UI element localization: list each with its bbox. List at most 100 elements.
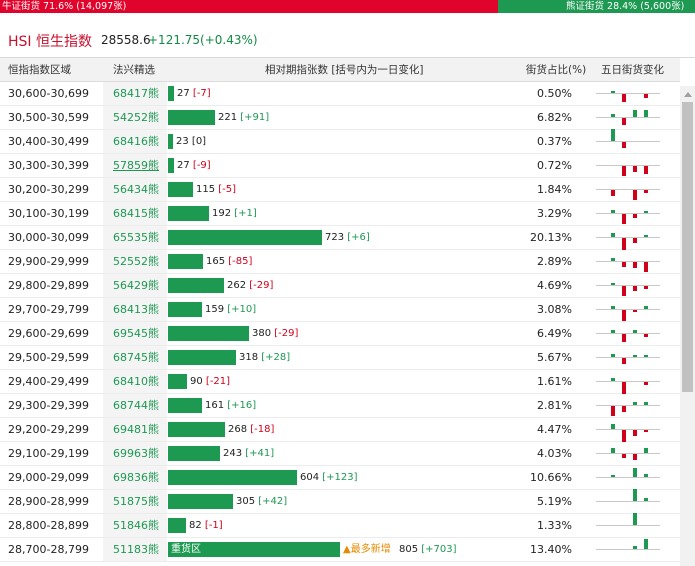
table-row: 29,200-29,299 69481熊 268 [-18] 4.47% (0, 418, 680, 442)
column-header-bar: 相对期指张数 [括号内为一日变化] (265, 64, 424, 76)
quantity-value: 243 (223, 448, 243, 459)
share-percent: 6.82% (537, 111, 572, 124)
bar-cell: 221 [+91] (168, 106, 528, 129)
warrant-code-link[interactable]: 51183熊 (103, 538, 167, 561)
quantity-value: 318 (239, 352, 259, 363)
sparkline-bar (633, 546, 637, 549)
sparkline-bar (633, 489, 637, 501)
warrant-code-link[interactable]: 68744熊 (103, 394, 167, 417)
sparkline-bar (644, 402, 648, 405)
quantity-value: 82 (189, 520, 202, 531)
sparkline-baseline (596, 309, 660, 310)
bar-cell: 723 [+6] (168, 226, 528, 249)
range-label: 29,700-29,799 (8, 303, 89, 316)
warrant-code-link[interactable]: 57859熊 (103, 154, 167, 177)
sparkline-bar (633, 110, 637, 117)
vertical-scrollbar[interactable] (680, 86, 695, 566)
warrant-code-link[interactable]: 54252熊 (103, 106, 167, 129)
sparkline-bar (644, 211, 648, 213)
warrant-code-link[interactable]: 68415熊 (103, 202, 167, 225)
sparkline-bar (633, 214, 637, 218)
five-day-change-sparkline (596, 322, 660, 345)
sparkline-bar (622, 454, 626, 458)
scroll-up-arrow-icon[interactable] (684, 92, 692, 97)
bar-cell: 604 [+123] (168, 466, 528, 489)
warrant-code-link[interactable]: 69963熊 (103, 442, 167, 465)
index-header: HSI 恒生指数 28558.6 +121.75(+0.43%) (0, 20, 695, 58)
sparkline-bar (622, 214, 626, 224)
warrant-code-link[interactable]: 68413熊 (103, 298, 167, 321)
sparkline-bar (644, 334, 648, 337)
table-row: 29,500-29,599 68745熊 318 [+28] 5.67% (0, 346, 680, 370)
bull-bear-ratio-bar: 牛证街货 71.6% (14,097张) 熊证街货 28.4% (5,600张) (0, 0, 695, 13)
column-header-code: 法兴精选 (113, 64, 155, 76)
five-day-change-sparkline (596, 442, 660, 465)
sparkline-bar (611, 378, 615, 381)
warrant-code-link[interactable]: 69836熊 (103, 466, 167, 489)
share-percent: 2.89% (537, 255, 572, 268)
quantity-value: 305 (236, 496, 256, 507)
table-row: 29,800-29,899 56429熊 262 [-29] 4.69% (0, 274, 680, 298)
warrant-code-link[interactable]: 69481熊 (103, 418, 167, 441)
sparkline-bar (644, 110, 648, 117)
range-label: 29,500-29,599 (8, 351, 89, 364)
sparkline-bar (644, 262, 648, 272)
sparkline-bar (633, 310, 637, 312)
quantity-text: 90 [-21] (190, 370, 230, 393)
sparkline-baseline (596, 429, 660, 430)
quantity-text: 723 [+6] (325, 226, 370, 249)
bar-cell: 165 [-85] (168, 250, 528, 273)
daily-change-value: [+41] (245, 448, 275, 459)
quantity-bar (168, 206, 209, 221)
sparkline-bar (633, 402, 637, 405)
sparkline-baseline (596, 381, 660, 382)
quantity-bar (168, 278, 224, 293)
most-added-tag: ▲最多新增 (343, 544, 391, 555)
five-day-change-sparkline (596, 394, 660, 417)
sparkline-bar (611, 475, 615, 477)
sparkline-bar (633, 430, 637, 436)
warrant-code-link[interactable]: 68745熊 (103, 346, 167, 369)
bar-cell: 268 [-18] (168, 418, 528, 441)
sparkline-bar (644, 448, 648, 453)
share-percent: 0.72% (537, 159, 572, 172)
warrant-code-link[interactable]: 69545熊 (103, 322, 167, 345)
warrant-code-link[interactable]: 68410熊 (103, 370, 167, 393)
sparkline-bar (622, 334, 626, 342)
warrant-code-link[interactable]: 56434熊 (103, 178, 167, 201)
quantity-bar (168, 494, 233, 509)
bar-cell: 161 [+16] (168, 394, 528, 417)
scroll-thumb[interactable] (682, 102, 693, 392)
bar-cell: 318 [+28] (168, 346, 528, 369)
quantity-bar (168, 158, 174, 173)
warrant-code-link[interactable]: 68417熊 (103, 82, 167, 105)
bar-cell: 90 [-21] (168, 370, 528, 393)
daily-change-value: [-5] (218, 184, 237, 195)
sparkline-bar (644, 430, 648, 432)
quantity-text: 380 [-29] (252, 322, 298, 345)
five-day-change-sparkline (596, 129, 660, 153)
warrant-code-link[interactable]: 68416熊 (103, 130, 167, 153)
five-day-change-sparkline (596, 274, 660, 297)
warrant-code-link[interactable]: 51875熊 (103, 490, 167, 513)
quantity-value: 221 (218, 112, 238, 123)
daily-change-value: [+703] (421, 544, 457, 555)
quantity-value: 268 (228, 424, 248, 435)
sparkline-bar (622, 142, 626, 148)
bar-cell: 262 [-29] (168, 274, 528, 297)
warrant-code-link[interactable]: 65535熊 (103, 226, 167, 249)
sparkline-bar (633, 468, 637, 477)
warrant-code-link[interactable]: 56429熊 (103, 274, 167, 297)
table-row: 28,800-28,899 51846熊 82 [-1] 1.33% (0, 513, 680, 538)
index-title[interactable]: HSI 恒生指数 (8, 34, 92, 50)
sparkline-bar (611, 448, 615, 453)
sparkline-bar (644, 166, 648, 174)
quantity-bar (168, 86, 174, 101)
daily-change-value: [+28] (261, 352, 291, 363)
warrant-code-link[interactable]: 51846熊 (103, 514, 167, 537)
sparkline-bar (622, 358, 626, 364)
warrant-code-link[interactable]: 52552熊 (103, 250, 167, 273)
range-label: 29,100-29,199 (8, 447, 89, 460)
bar-cell: 159 [+10] (168, 298, 528, 321)
daily-change-value: [+6] (347, 232, 370, 243)
